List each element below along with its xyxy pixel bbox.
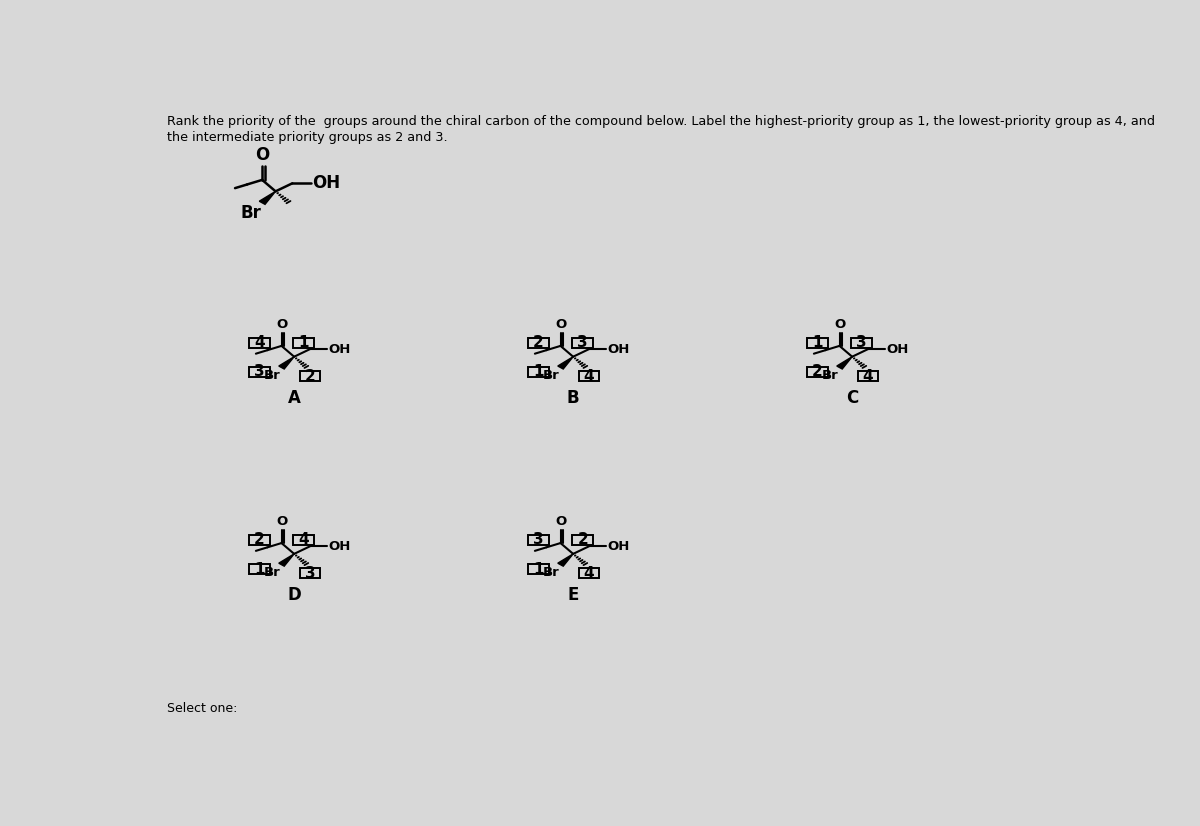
Bar (808, 367, 828, 377)
Text: 2: 2 (533, 335, 544, 350)
Text: 4: 4 (583, 368, 594, 383)
Text: OH: OH (312, 174, 340, 192)
Text: 1: 1 (533, 364, 544, 379)
Text: OH: OH (329, 540, 350, 553)
Text: B: B (566, 389, 580, 406)
Bar (528, 564, 548, 574)
Polygon shape (259, 192, 276, 204)
Text: 1: 1 (812, 335, 823, 350)
Text: 4: 4 (863, 368, 874, 383)
Bar (528, 338, 548, 348)
Polygon shape (836, 357, 852, 369)
Text: O: O (276, 318, 287, 331)
Bar (293, 534, 314, 545)
Text: 2: 2 (577, 532, 588, 548)
Text: O: O (276, 515, 287, 529)
Text: 3: 3 (533, 532, 544, 548)
Text: Br: Br (822, 368, 839, 382)
Bar (572, 534, 593, 545)
Text: 1: 1 (533, 562, 544, 577)
Text: OH: OH (329, 343, 350, 356)
Text: 1: 1 (254, 562, 265, 577)
Bar (250, 534, 270, 545)
Text: 3: 3 (577, 335, 588, 350)
Bar (250, 564, 270, 574)
Bar (851, 338, 872, 348)
Bar (250, 367, 270, 377)
Text: Br: Br (264, 368, 281, 382)
Bar (858, 371, 878, 382)
Bar (572, 338, 593, 348)
Text: Select one:: Select one: (167, 702, 238, 714)
Text: C: C (846, 389, 858, 406)
Text: 4: 4 (299, 532, 308, 548)
Bar (578, 568, 599, 578)
Text: OH: OH (607, 540, 630, 553)
Text: 4: 4 (583, 566, 594, 581)
Text: 1: 1 (299, 335, 308, 350)
Text: 2: 2 (305, 368, 316, 383)
Text: 3: 3 (254, 364, 265, 379)
Bar (528, 534, 548, 545)
Text: 2: 2 (812, 364, 823, 379)
Bar (300, 371, 320, 382)
Bar (293, 338, 314, 348)
Text: Rank the priority of the  groups around the chiral carbon of the compound below.: Rank the priority of the groups around t… (167, 115, 1154, 128)
Text: the intermediate priority groups as 2 and 3.: the intermediate priority groups as 2 an… (167, 131, 448, 144)
Text: Br: Br (264, 566, 281, 579)
Bar (300, 568, 320, 578)
Bar (528, 367, 548, 377)
Polygon shape (278, 357, 294, 369)
Text: E: E (568, 586, 578, 604)
Text: Br: Br (542, 566, 559, 579)
Text: 3: 3 (857, 335, 866, 350)
Polygon shape (278, 554, 294, 566)
Polygon shape (558, 554, 574, 566)
Text: OH: OH (887, 343, 908, 356)
Bar (250, 338, 270, 348)
Text: Br: Br (542, 368, 559, 382)
Text: O: O (554, 515, 566, 529)
Text: A: A (288, 389, 300, 406)
Bar (808, 338, 828, 348)
Text: OH: OH (607, 343, 630, 356)
Text: 4: 4 (254, 335, 265, 350)
Text: O: O (834, 318, 845, 331)
Text: 3: 3 (305, 566, 316, 581)
Text: O: O (256, 146, 269, 164)
Text: 2: 2 (254, 532, 265, 548)
Text: D: D (287, 586, 301, 604)
Bar (578, 371, 599, 382)
Polygon shape (558, 357, 574, 369)
Text: O: O (554, 318, 566, 331)
Text: Br: Br (240, 204, 262, 222)
